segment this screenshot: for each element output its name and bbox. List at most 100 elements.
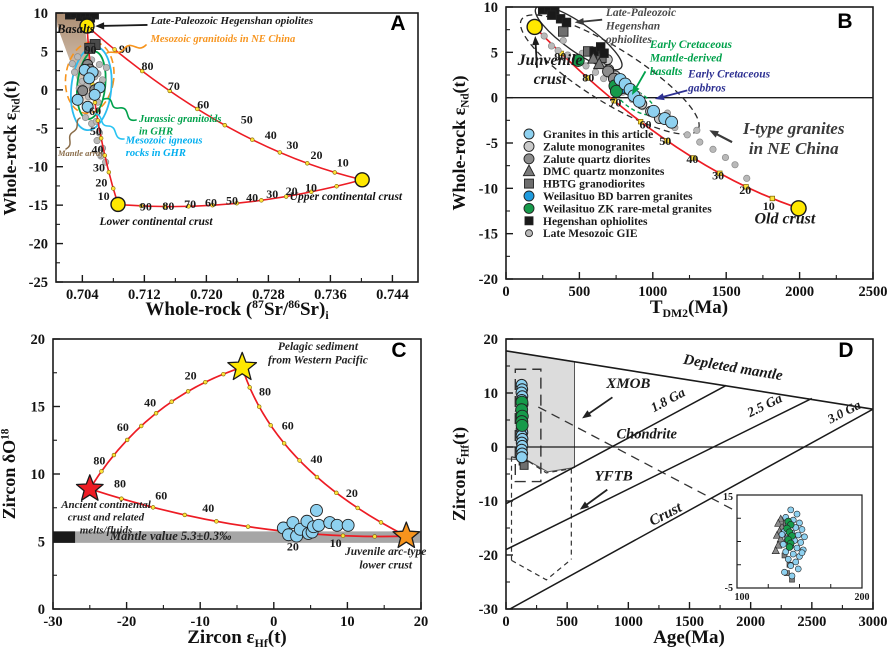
svg-text:60: 60 [117, 420, 129, 434]
svg-text:Chondrite: Chondrite [616, 426, 677, 442]
svg-text:60: 60 [197, 97, 209, 111]
svg-text:10: 10 [340, 614, 355, 630]
svg-text:Hegenshan ophiolites: Hegenshan ophiolites [543, 216, 648, 228]
svg-text:-20: -20 [479, 272, 498, 288]
svg-text:90: 90 [554, 49, 566, 63]
svg-text:5: 5 [41, 44, 48, 60]
svg-text:10: 10 [337, 156, 349, 170]
svg-text:15: 15 [31, 400, 46, 416]
svg-text:Zalute quartz diorites: Zalute quartz diorites [543, 154, 651, 166]
svg-text:10: 10 [98, 189, 110, 203]
svg-text:-15: -15 [29, 198, 48, 214]
svg-text:20: 20 [286, 184, 298, 198]
svg-text:2.5 Ga: 2.5 Ga [744, 390, 785, 420]
svg-text:-20: -20 [479, 548, 498, 564]
svg-text:0.704: 0.704 [66, 287, 99, 303]
svg-text:5: 5 [491, 45, 498, 61]
svg-text:0: 0 [502, 284, 509, 300]
svg-text:20: 20 [31, 332, 46, 348]
svg-text:Whole-rock εNd(t): Whole-rock εNd(t) [0, 80, 23, 215]
svg-text:0.736: 0.736 [314, 287, 347, 303]
svg-text:-20: -20 [117, 614, 136, 630]
svg-text:-5: -5 [486, 136, 498, 152]
svg-text:40: 40 [144, 396, 156, 410]
svg-text:60: 60 [282, 418, 294, 432]
svg-text:100: 100 [735, 592, 750, 603]
svg-text:30: 30 [266, 187, 278, 201]
svg-text:-20: -20 [29, 237, 48, 253]
svg-text:Granites in this article: Granites in this article [543, 129, 653, 141]
svg-text:-10: -10 [479, 181, 498, 197]
svg-text:0.728: 0.728 [252, 287, 285, 303]
svg-text:2500: 2500 [797, 614, 826, 630]
svg-text:90: 90 [140, 200, 152, 214]
svg-text:10: 10 [484, 0, 499, 16]
svg-text:10: 10 [31, 467, 46, 483]
panel-c-svg: 80 60 40 20 80 60 40 20 80 60 40 20 10 Pelagic sedime… [0, 332, 429, 650]
svg-text:80: 80 [582, 70, 594, 84]
svg-text:15: 15 [723, 492, 733, 503]
svg-text:40: 40 [686, 152, 698, 166]
svg-text:20: 20 [414, 614, 429, 630]
svg-text:2500: 2500 [859, 284, 888, 300]
panel-d-svg: Depleted mantle Chondrite 1.8 Ga 2.5 Ga 3.0 … [449, 332, 888, 648]
svg-text:1500: 1500 [712, 284, 741, 300]
svg-text:Weilasituo BD barren granites: Weilasituo BD barren granites [543, 191, 693, 203]
svg-text:TDM2(Ma): TDM2(Ma) [650, 297, 728, 320]
svg-text:50: 50 [90, 124, 102, 138]
svg-text:40: 40 [265, 128, 277, 142]
svg-text:20: 20 [346, 486, 358, 500]
svg-text:70: 70 [609, 96, 621, 110]
svg-text:0: 0 [491, 440, 498, 456]
svg-text:Weilasituo ZK rare-metal grani: Weilasituo ZK rare-metal granites [543, 203, 712, 215]
svg-text:20: 20 [287, 539, 299, 553]
svg-text:0: 0 [491, 91, 498, 107]
svg-text:-5: -5 [725, 583, 733, 594]
svg-text:-30: -30 [43, 614, 62, 630]
panel-c-hf-o-plot: 80 60 40 20 80 60 40 20 80 60 40 20 10 Pelagic sedime… [0, 325, 445, 653]
svg-text:B: B [837, 10, 852, 33]
svg-text:Basalts: Basalts [56, 22, 95, 36]
svg-text:70: 70 [184, 197, 196, 211]
svg-text:20: 20 [185, 369, 197, 383]
svg-text:1.8 Ga: 1.8 Ga [648, 384, 688, 415]
svg-text:Zircon εHf(t): Zircon εHf(t) [187, 627, 286, 650]
svg-text:30: 30 [286, 138, 298, 152]
panel-b-tdm2-nd-plot: 90 80 70 60 50 40 30 20 10 Junvenile crust Late-Pal… [445, 0, 890, 325]
svg-text:Zircon δO18: Zircon δO18 [0, 428, 19, 519]
svg-text:Late Mesozoic GIE: Late Mesozoic GIE [543, 228, 638, 240]
svg-text:80: 80 [93, 454, 105, 468]
svg-text:60: 60 [155, 489, 167, 503]
svg-text:10: 10 [484, 386, 499, 402]
svg-text:Whole-rock εNd(t): Whole-rock εNd(t) [449, 75, 472, 210]
svg-text:Upper continental crust: Upper continental crust [290, 191, 403, 203]
svg-text:HBTG granodiorites: HBTG granodiorites [543, 179, 645, 191]
svg-text:3.0 Ga: 3.0 Ga [824, 397, 864, 427]
svg-text:Age(Ma): Age(Ma) [653, 627, 725, 648]
svg-text:10: 10 [305, 180, 317, 194]
svg-text:Crust: Crust [647, 499, 685, 529]
svg-text:1000: 1000 [614, 614, 643, 630]
svg-text:20: 20 [310, 148, 322, 162]
svg-text:Zircon εHf(t): Zircon εHf(t) [449, 427, 472, 521]
svg-text:C: C [391, 339, 406, 362]
svg-text:80: 80 [259, 385, 271, 399]
svg-text:20: 20 [739, 183, 751, 197]
svg-text:DMC quartz monzonites: DMC quartz monzonites [543, 166, 665, 178]
svg-text:-10: -10 [479, 494, 498, 510]
svg-text:Late-Paleozoic Hegenshan opiol: Late-Paleozoic Hegenshan opiolites [150, 15, 314, 27]
svg-text:Mesozoic granitoids in NE Chin: Mesozoic granitoids in NE China [150, 34, 296, 45]
svg-text:0.712: 0.712 [128, 287, 161, 303]
svg-text:20: 20 [95, 176, 107, 190]
svg-text:Zalute monogranites: Zalute monogranites [543, 141, 645, 153]
svg-text:90: 90 [84, 43, 96, 57]
svg-text:60: 60 [205, 196, 217, 210]
